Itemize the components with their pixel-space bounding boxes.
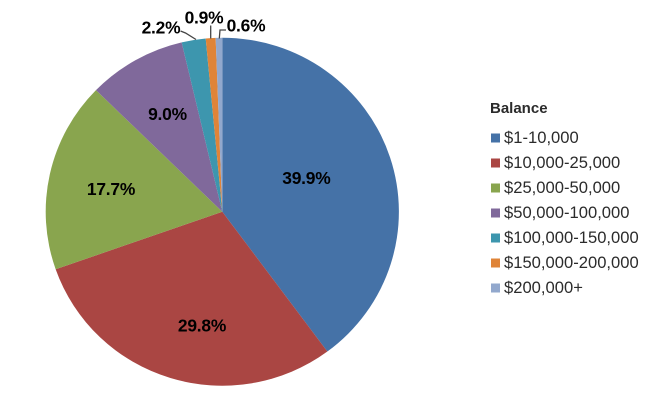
- svg-text:$1-10,000: $1-10,000: [504, 128, 579, 147]
- svg-text:Balance: Balance: [490, 100, 548, 117]
- svg-text:0.9%: 0.9%: [185, 8, 224, 28]
- svg-text:39.9%: 39.9%: [282, 168, 330, 188]
- svg-text:$150,000-200,000: $150,000-200,000: [504, 253, 639, 272]
- svg-text:17.7%: 17.7%: [87, 179, 135, 199]
- svg-text:2.2%: 2.2%: [142, 18, 181, 38]
- svg-text:9.0%: 9.0%: [148, 104, 187, 124]
- svg-text:$10,000-25,000: $10,000-25,000: [504, 153, 620, 172]
- svg-text:$100,000-150,000: $100,000-150,000: [504, 228, 639, 247]
- svg-text:$25,000-50,000: $25,000-50,000: [504, 178, 620, 197]
- svg-text:$200,000+: $200,000+: [504, 278, 583, 297]
- svg-text:29.8%: 29.8%: [178, 316, 226, 336]
- svg-text:0.6%: 0.6%: [227, 16, 266, 36]
- svg-text:$50,000-100,000: $50,000-100,000: [504, 203, 630, 222]
